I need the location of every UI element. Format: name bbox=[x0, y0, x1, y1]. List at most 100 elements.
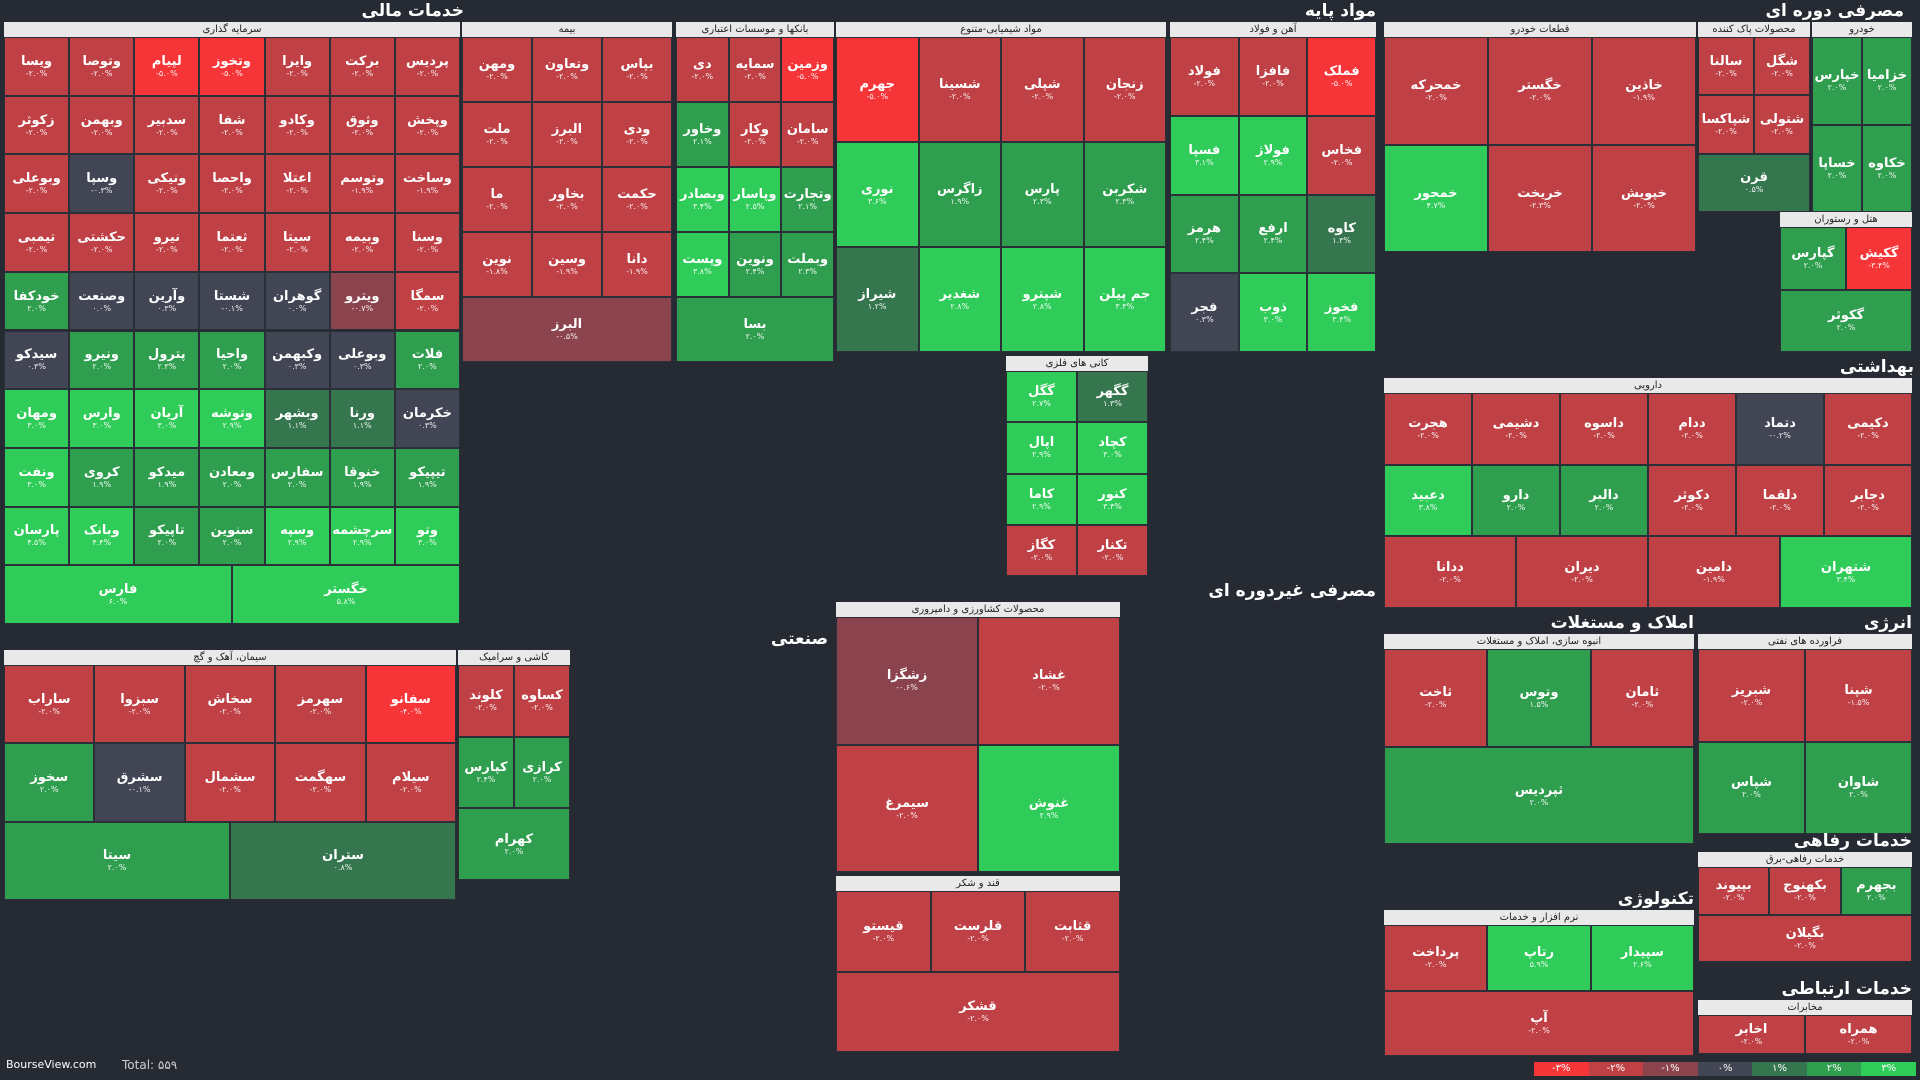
stock-tile[interactable]: شغدیر ۲.۸% bbox=[918, 247, 1001, 352]
stock-tile[interactable]: خپارس ۲.۰% bbox=[1812, 37, 1862, 125]
stock-tile[interactable]: شپاکسا -۲.۰% bbox=[1698, 95, 1754, 154]
stock-tile[interactable]: فجر ۰.۳% bbox=[1170, 273, 1239, 352]
stock-tile[interactable]: لپیام -۵.۰% bbox=[134, 37, 200, 96]
stock-tile[interactable]: فولاژ ۲.۹% bbox=[1238, 115, 1308, 195]
stock-tile[interactable]: ونیکی -۲.۰% bbox=[134, 154, 200, 214]
stock-tile[interactable]: وتوس ۱.۵% bbox=[1487, 649, 1591, 747]
stock-tile[interactable]: شپترو ۲.۸% bbox=[1001, 247, 1084, 352]
stock-tile[interactable]: سهگمت -۲.۰% bbox=[275, 743, 366, 822]
stock-tile[interactable]: کلوند -۲.۰% bbox=[458, 665, 514, 737]
stock-tile[interactable]: فملک -۵.۰% bbox=[1307, 37, 1376, 116]
stock-tile[interactable]: تیمبی -۲.۰% bbox=[4, 213, 70, 272]
stock-tile[interactable]: تیپیکو ۱.۹% bbox=[394, 447, 460, 507]
stock-tile[interactable]: دی -۲.۰% bbox=[676, 37, 729, 102]
stock-tile[interactable]: دامین -۱.۹% bbox=[1648, 536, 1780, 608]
stock-tile[interactable]: فخاس -۲.۰% bbox=[1307, 115, 1376, 195]
stock-tile[interactable]: وزمین -۵.۰% bbox=[781, 37, 834, 102]
stock-tile[interactable]: ددانا -۲.۰% bbox=[1384, 536, 1516, 608]
stock-tile[interactable]: خکرمان ۰.۳% bbox=[394, 389, 460, 448]
stock-tile[interactable]: وتوصا -۲.۰% bbox=[69, 37, 135, 96]
stock-tile[interactable]: وبوعلی -۲.۰% bbox=[4, 154, 70, 214]
stock-tile[interactable]: حکمت -۲.۰% bbox=[602, 167, 672, 232]
stock-tile[interactable]: کاوه ۱.۳% bbox=[1307, 194, 1376, 274]
stock-tile[interactable]: وثوق -۲.۰% bbox=[329, 95, 395, 155]
stock-tile[interactable]: وبشهر ۱.۱% bbox=[264, 389, 330, 448]
stock-tile[interactable]: کنور ۳.۴% bbox=[1077, 473, 1148, 525]
stock-tile[interactable]: سیمرغ -۲.۰% bbox=[836, 744, 978, 872]
stock-tile[interactable]: ومهن -۲.۰% bbox=[462, 37, 532, 102]
stock-tile[interactable]: خمحرکه -۲.۰% bbox=[1384, 37, 1488, 145]
stock-tile[interactable]: وسپا -۰.۳% bbox=[69, 154, 135, 214]
stock-tile[interactable]: شگل -۲.۰% bbox=[1754, 37, 1810, 96]
stock-tile[interactable]: وتجارت ۲.۱% bbox=[781, 167, 834, 232]
stock-tile[interactable]: سیدکو ۰.۳% bbox=[4, 330, 70, 390]
stock-tile[interactable]: ویسا -۲.۰% bbox=[4, 37, 70, 96]
stock-tile[interactable]: ما -۲.۰% bbox=[462, 167, 532, 232]
stock-tile[interactable]: کپارس ۲.۴% bbox=[458, 736, 514, 809]
stock-tile[interactable]: سخاش -۲.۰% bbox=[184, 665, 276, 744]
stock-tile[interactable]: پردیس -۲.۰% bbox=[394, 37, 460, 96]
stock-tile[interactable]: گپارس ۲.۰% bbox=[1780, 227, 1846, 290]
stock-tile[interactable]: وبیمه -۲.۰% bbox=[329, 213, 395, 272]
stock-tile[interactable]: شستا -۰.۱% bbox=[199, 271, 265, 331]
stock-tile[interactable]: پرداخت -۲.۰% bbox=[1384, 925, 1488, 991]
stock-tile[interactable]: سمایه -۲.۰% bbox=[728, 37, 782, 102]
stock-tile[interactable]: ویترو -۰.۷% bbox=[329, 271, 395, 331]
stock-tile[interactable]: وسپه ۲.۹% bbox=[264, 506, 330, 566]
stock-tile[interactable]: قثابت -۲.۰% bbox=[1025, 891, 1120, 972]
stock-tile[interactable]: گکیش -۳.۴% bbox=[1846, 227, 1912, 290]
stock-tile[interactable]: دالبر ۲.۰% bbox=[1560, 464, 1648, 537]
stock-tile[interactable]: سرچشمه ۲.۹% bbox=[329, 506, 395, 566]
stock-tile[interactable]: غنوش ۲.۹% bbox=[978, 744, 1120, 872]
stock-tile[interactable]: وبملت ۲.۳% bbox=[781, 232, 834, 297]
stock-tile[interactable]: البرز -۰.۵% bbox=[462, 297, 672, 362]
stock-tile[interactable]: ونوین ۲.۴% bbox=[728, 232, 782, 297]
stock-tile[interactable]: سشرق -۰.۱% bbox=[94, 743, 185, 822]
stock-tile[interactable]: دارو ۲.۰% bbox=[1472, 464, 1560, 537]
stock-tile[interactable]: خمحور ۴.۷% bbox=[1384, 144, 1488, 252]
stock-tile[interactable]: قلرست -۲.۰% bbox=[930, 891, 1026, 972]
stock-tile[interactable]: زکوثر -۲.۰% bbox=[4, 95, 70, 155]
stock-tile[interactable]: شتهران ۳.۴% bbox=[1780, 536, 1912, 608]
stock-tile[interactable]: کچاد ۳.۰% bbox=[1077, 422, 1148, 474]
stock-tile[interactable]: شپنا -۱.۵% bbox=[1805, 649, 1912, 742]
stock-tile[interactable]: وپست ۳.۸% bbox=[676, 232, 729, 297]
stock-tile[interactable]: فخوز ۳.۴% bbox=[1307, 273, 1376, 352]
stock-tile[interactable]: ثاخت -۲.۰% bbox=[1384, 649, 1488, 747]
stock-tile[interactable]: سنوین ۲.۰% bbox=[199, 506, 265, 566]
stock-tile[interactable]: دکوثر -۲.۰% bbox=[1648, 464, 1736, 537]
stock-tile[interactable]: بجهرم ۲.۰% bbox=[1840, 867, 1912, 915]
stock-tile[interactable]: فولاد -۲.۰% bbox=[1170, 37, 1239, 116]
stock-tile[interactable]: همراه -۲.۰% bbox=[1805, 1015, 1912, 1054]
stock-tile[interactable]: وکادو -۲.۰% bbox=[264, 95, 330, 155]
stock-tile[interactable]: کهرام ۲.۰% bbox=[458, 808, 570, 880]
stock-tile[interactable]: سفارس ۲.۰% bbox=[264, 447, 330, 507]
stock-tile[interactable]: غشاد -۲.۰% bbox=[978, 617, 1120, 745]
stock-tile[interactable]: خگستر -۲.۰% bbox=[1488, 37, 1592, 145]
stock-tile[interactable]: خپویش -۲.۰% bbox=[1592, 144, 1696, 252]
stock-tile[interactable]: دجابر -۲.۰% bbox=[1824, 464, 1912, 537]
stock-tile[interactable]: زشگزا -۰.۶% bbox=[836, 617, 978, 745]
stock-tile[interactable]: فلات ۲.۰% bbox=[394, 330, 460, 390]
stock-tile[interactable]: وساخت -۱.۹% bbox=[394, 154, 460, 214]
stock-tile[interactable]: هرمز ۲.۴% bbox=[1170, 194, 1239, 274]
stock-tile[interactable]: کساوه -۲.۰% bbox=[514, 665, 570, 737]
stock-tile[interactable]: قشکر -۲.۰% bbox=[836, 971, 1120, 1052]
stock-tile[interactable]: وبهمن -۲.۰% bbox=[69, 95, 135, 155]
stock-tile[interactable]: وآرین ۰.۳% bbox=[134, 271, 200, 331]
stock-tile[interactable]: اخابر -۲.۰% bbox=[1698, 1015, 1805, 1054]
stock-tile[interactable]: ومهان ۳.۰% bbox=[4, 389, 70, 448]
stock-tile[interactable]: وکار -۲.۰% bbox=[728, 102, 782, 167]
stock-tile[interactable]: واحیا ۲.۰% bbox=[199, 330, 265, 390]
stock-tile[interactable]: خریخت -۲.۳% bbox=[1488, 144, 1592, 252]
stock-tile[interactable]: ذوب ۳.۰% bbox=[1238, 273, 1308, 352]
stock-tile[interactable]: فافزا -۲.۰% bbox=[1238, 37, 1308, 116]
stock-tile[interactable]: بپیوند -۲.۰% bbox=[1698, 867, 1770, 915]
stock-tile[interactable]: هجرت -۲.۰% bbox=[1384, 393, 1472, 465]
stock-tile[interactable]: شپلی -۲.۰% bbox=[1001, 37, 1084, 142]
stock-tile[interactable]: سیتا ۲.۰% bbox=[4, 821, 230, 900]
stock-tile[interactable]: پارسان ۴.۵% bbox=[4, 506, 70, 566]
stock-tile[interactable]: سدبیر -۲.۰% bbox=[134, 95, 200, 155]
stock-tile[interactable]: شفا -۲.۰% bbox=[199, 95, 265, 155]
stock-tile[interactable]: نوین -۱.۸% bbox=[462, 232, 532, 297]
